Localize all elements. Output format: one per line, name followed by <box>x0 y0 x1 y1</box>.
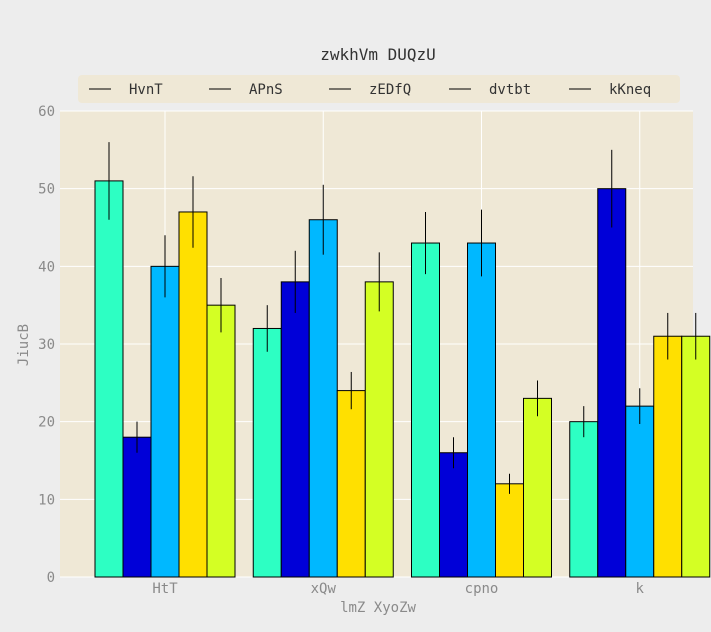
bar <box>439 452 468 578</box>
x-tick-labels: HtT xQw cpno k <box>152 581 644 597</box>
bar <box>411 242 440 578</box>
bar <box>653 335 683 578</box>
bar <box>94 180 124 578</box>
bar <box>495 483 524 578</box>
bar <box>625 405 655 578</box>
x-tick-label: cpno <box>465 581 499 597</box>
bar <box>206 304 236 578</box>
bar <box>523 397 552 578</box>
bar <box>336 390 366 578</box>
bar <box>681 335 711 578</box>
bar <box>467 242 496 578</box>
y-tick-label: 20 <box>38 415 55 431</box>
y-tick-label: 40 <box>38 259 55 275</box>
legend-label: HvnT <box>129 82 163 98</box>
legend: HvnT APnS zEDfQ dvtbt kKneq <box>78 75 680 103</box>
bar <box>308 219 338 578</box>
bar <box>122 436 152 578</box>
x-axis-label: lmZ XyoZw <box>340 600 416 616</box>
y-tick-label: 50 <box>38 182 55 198</box>
y-tick-label: 0 <box>47 570 55 586</box>
legend-label: zEDfQ <box>369 82 411 98</box>
bar <box>597 188 627 578</box>
bar <box>364 281 394 578</box>
x-tick-label: HtT <box>152 581 178 597</box>
bars <box>94 180 711 578</box>
legend-box <box>78 75 680 103</box>
bar <box>280 281 310 578</box>
bar <box>178 211 208 578</box>
legend-label: kKneq <box>609 82 651 98</box>
error-bars <box>108 142 697 494</box>
legend-label: dvtbt <box>489 82 531 98</box>
x-tick-label: xQw <box>311 581 337 597</box>
bar <box>150 265 180 578</box>
y-tick-labels: 0 10 20 30 40 50 60 <box>38 104 55 586</box>
chart-title: zwkhVm DUQzU <box>320 45 436 64</box>
bar <box>569 421 599 578</box>
legend-label: APnS <box>249 82 283 98</box>
y-axis-label: JiucB <box>16 324 32 366</box>
y-tick-label: 60 <box>38 104 55 120</box>
y-tick-label: 10 <box>38 492 55 508</box>
x-tick-label: k <box>636 581 645 597</box>
y-tick-label: 30 <box>38 337 55 353</box>
bar <box>252 327 282 578</box>
